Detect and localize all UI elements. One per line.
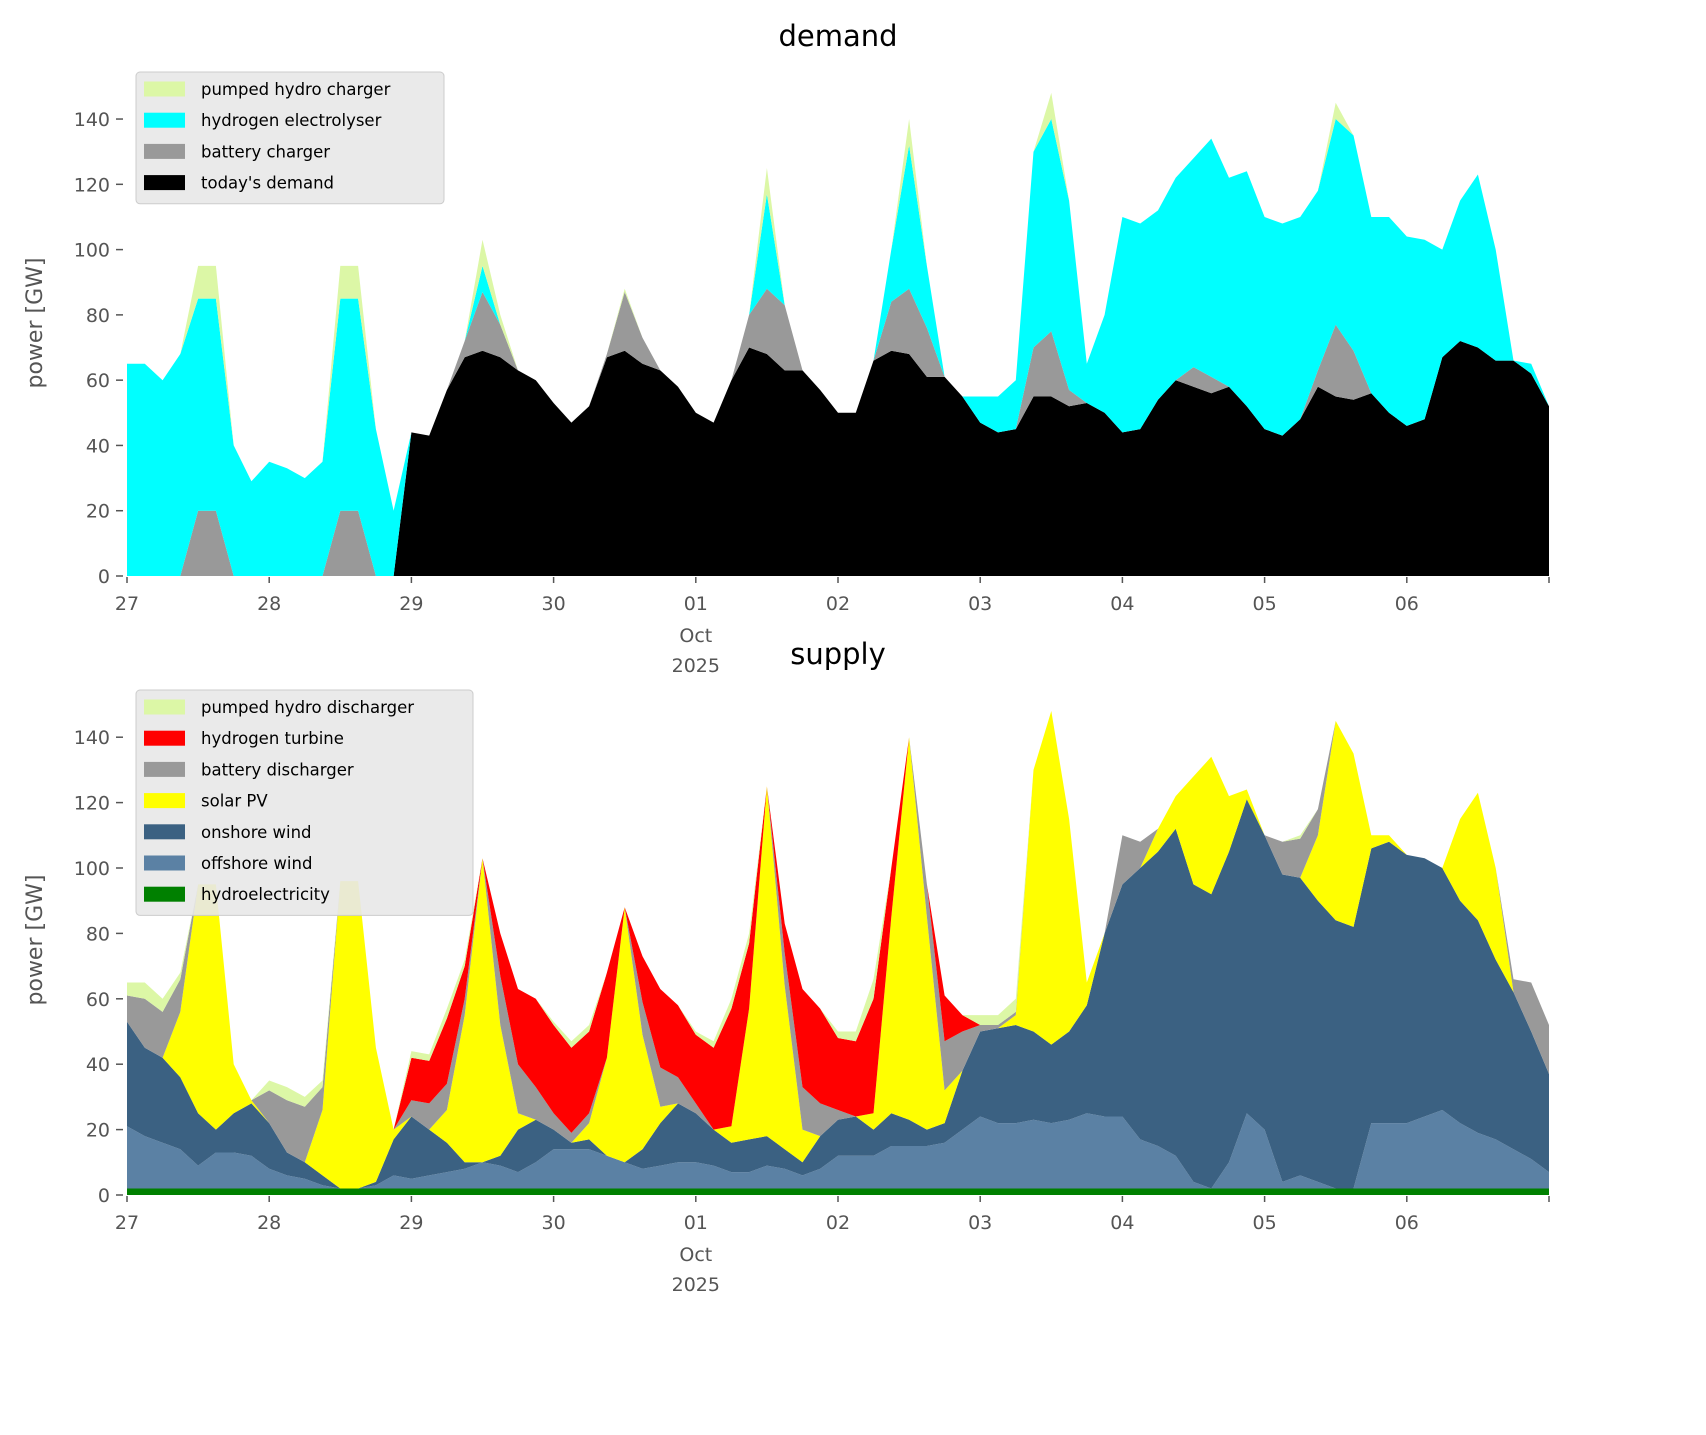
legend-swatch-onshore-wind [144, 824, 185, 840]
y-tick-label: 60 [86, 989, 110, 1011]
y-tick-label: 140 [74, 727, 110, 749]
x-tick-label: 01 [684, 1212, 708, 1234]
x-tick-label: 27 [115, 1212, 139, 1234]
x-tick-label: 04 [1110, 593, 1134, 615]
area-battery-discharger [127, 711, 1549, 1163]
area-today-s-demand [127, 341, 1549, 576]
x-tick-label: 29 [399, 1212, 423, 1234]
x-tick-sublabel: Oct [679, 1244, 712, 1266]
legend: pumped hydro discharger hydrogen turbine b… [135, 689, 474, 916]
x-tick-label: 29 [399, 593, 423, 615]
y-tick-label: 80 [86, 305, 110, 327]
x-tick-label: 03 [968, 1212, 992, 1234]
legend-label-battery-charger: battery charger [201, 142, 330, 161]
y-axis-label: power [GW] [23, 875, 48, 1006]
legend-label-pumped-hydro-charger: pumped hydro charger [201, 80, 391, 99]
legend-label-onshore-wind: onshore wind [201, 823, 312, 842]
x-tick-label: 28 [257, 1212, 281, 1234]
legend-label-today-s-demand: today's demand [201, 174, 334, 193]
legend: pumped hydro charger hydrogen electrolyse… [135, 71, 445, 205]
area-solar-pv [127, 711, 1549, 1189]
legend-swatch-solar-pv [144, 793, 185, 809]
x-tick-label: 28 [257, 593, 281, 615]
y-tick-label: 100 [74, 858, 110, 880]
x-tick-label: 30 [542, 1212, 566, 1234]
legend-swatch-offshore-wind [144, 855, 185, 871]
area-pumped-hydro-discharger [127, 711, 1549, 1130]
y-tick-label: 40 [86, 435, 110, 457]
x-tick-label: 02 [826, 1212, 850, 1234]
legend-swatch-pumped-hydro-charger [144, 81, 185, 97]
area-offshore-wind [127, 1110, 1549, 1189]
area-hydroelectricity [127, 1188, 1549, 1195]
legend-label-hydrogen-electrolyser: hydrogen electrolyser [201, 111, 382, 130]
legend-label-pumped-hydro-discharger: pumped hydro discharger [201, 698, 414, 717]
area-hydrogen-electrolyser [127, 119, 1549, 576]
legend-box [135, 71, 445, 205]
x-tick-label: 01 [684, 593, 708, 615]
legend-label-solar-pv: solar PV [201, 792, 268, 811]
x-tick-label: 04 [1110, 1212, 1134, 1234]
y-tick-label: 120 [74, 793, 110, 815]
x-tick-label: 06 [1395, 593, 1419, 615]
area-onshore-wind [127, 799, 1549, 1189]
areas [127, 711, 1549, 1195]
y-tick-label: 20 [86, 501, 110, 523]
area-hydrogen-turbine [127, 711, 1549, 1133]
y-tick-label: 120 [74, 174, 110, 196]
legend-label-hydrogen-turbine: hydrogen turbine [201, 729, 344, 748]
y-tick-label: 20 [86, 1120, 110, 1142]
y-tick-label: 0 [98, 1185, 110, 1207]
y-tick-label: 0 [98, 566, 110, 588]
chart-title: supply [790, 637, 886, 671]
legend-swatch-hydrogen-electrolyser [144, 112, 185, 128]
y-tick-label: 100 [74, 240, 110, 262]
x-tick-label: 27 [115, 593, 139, 615]
y-tick-label: 40 [86, 1054, 110, 1076]
x-tick-label: 06 [1395, 1212, 1419, 1234]
x-tick-sublabel: 2025 [672, 655, 720, 677]
x-tick-label: 05 [1253, 593, 1277, 615]
legend-label-battery-discharger: battery discharger [201, 760, 354, 779]
legend-label-offshore-wind: offshore wind [201, 854, 312, 873]
areas [127, 92, 1549, 576]
legend-swatch-hydrogen-turbine [144, 730, 185, 746]
x-tick-sublabel: 2025 [672, 1274, 720, 1296]
x-tick-label: 02 [826, 593, 850, 615]
y-tick-label: 140 [74, 109, 110, 131]
axes: 0 20 40 60 80 100 120 140 27 28 29 30 01 Oct 2025 02 03 0… [74, 109, 1550, 677]
y-axis-label: power [GW] [23, 258, 48, 389]
chart-title: demand [778, 19, 897, 53]
x-tick-label: 05 [1253, 1212, 1277, 1234]
legend-swatch-pumped-hydro-discharger [144, 699, 185, 715]
x-tick-label: 30 [542, 593, 566, 615]
legend-label-hydroelectricity: hydroelectricity [201, 885, 330, 904]
axes: 0 20 40 60 80 100 120 140 27 28 29 30 01 Oct 2025 02 03 0… [74, 727, 1550, 1296]
legend-swatch-hydroelectricity [144, 886, 185, 902]
y-tick-label: 80 [86, 923, 110, 945]
x-tick-sublabel: Oct [679, 625, 712, 647]
legend-box [135, 689, 474, 916]
legend-swatch-battery-charger [144, 143, 185, 159]
legend-swatch-battery-discharger [144, 761, 185, 777]
x-tick-label: 03 [968, 593, 992, 615]
legend-swatch-today-s-demand [144, 175, 185, 191]
y-tick-label: 60 [86, 370, 110, 392]
